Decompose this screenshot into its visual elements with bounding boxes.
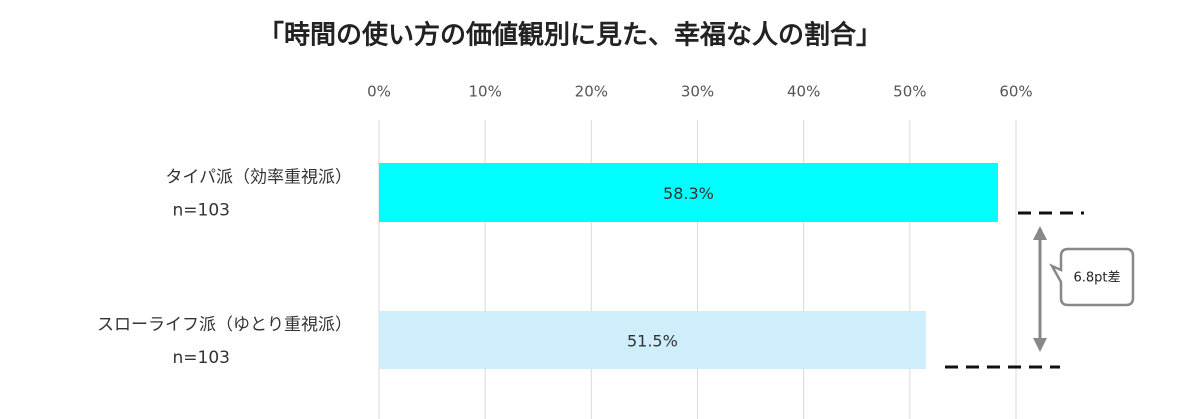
value-label: 58.3% [663,184,714,203]
x-tick-label: 60% [999,83,1032,101]
annotation: 6.8pt差 [1073,271,1120,286]
x-tick-label: 0% [367,83,391,101]
category-label: スローライフ派（ゆとり重視派） [97,315,352,335]
x-tick-label: 50% [893,83,926,101]
bar [379,163,998,222]
category-label: タイパ派（効率重視派） [165,168,352,188]
x-tick-label: 10% [468,83,501,101]
arrow-head [1033,226,1047,240]
value-label: 51.5% [627,332,678,351]
arrow-head [1033,338,1047,352]
bar [379,311,926,369]
chart-title: 「時間の使い方の価値観別に見た、幸福な人の割合」 [258,20,882,51]
x-tick-label: 20% [575,83,608,101]
x-tick-label: 30% [681,83,714,101]
sample-size: n=103 [173,201,230,221]
x-tick-label: 40% [787,83,820,101]
callout-box [1049,247,1135,307]
difference-marker: 6.8pt差 [945,211,1135,369]
sample-size: n=103 [173,348,230,368]
